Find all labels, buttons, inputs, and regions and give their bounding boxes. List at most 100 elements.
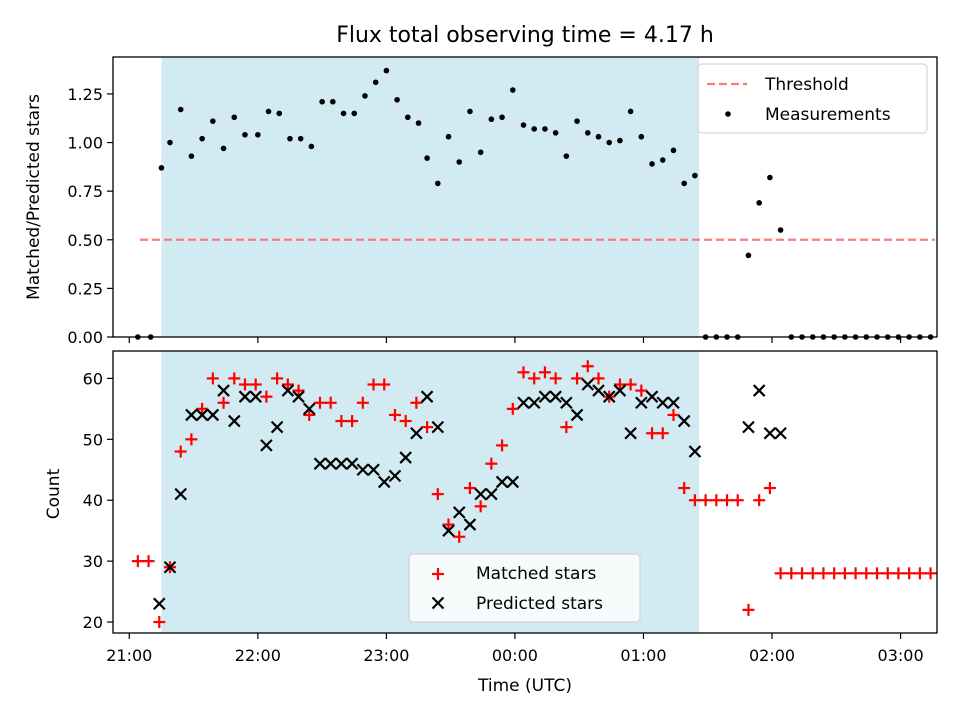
measurement-point	[330, 98, 336, 105]
predicted-star-point	[527, 396, 541, 410]
matched-star-point	[913, 567, 926, 580]
matched-star-point	[217, 396, 230, 409]
x-mark-b	[570, 408, 584, 422]
measurement-point	[649, 161, 655, 167]
matched-star-point	[796, 567, 809, 580]
matched-star-point	[549, 372, 562, 385]
predicted-star-point	[260, 439, 273, 452]
legend-box	[697, 63, 928, 134]
legend-box	[408, 553, 641, 623]
x-mark-b	[217, 384, 230, 397]
matched-star-point	[442, 518, 455, 531]
x-mark-b	[485, 487, 498, 501]
measurement-point	[276, 110, 283, 117]
x-axis-label: Time (UTC)	[477, 676, 572, 696]
y-tick-label: 50	[83, 430, 103, 449]
x-mark-b	[431, 420, 445, 434]
measurement-point	[745, 252, 752, 259]
legend-predicted-label: Predicted stars	[476, 594, 603, 614]
matched-star-point	[431, 488, 444, 501]
matched-star-point	[828, 567, 841, 580]
measurement-point	[210, 118, 216, 124]
matched-star-point	[528, 372, 541, 385]
legend-predicted-swatch-b	[431, 596, 445, 610]
measurement-point	[552, 130, 559, 136]
measurement-point	[777, 227, 784, 233]
x-mark-b	[399, 451, 412, 464]
x-mark-b	[410, 426, 423, 440]
x-mark-b	[549, 390, 562, 403]
x-mark-b	[313, 457, 327, 470]
matched-star-point	[142, 555, 155, 568]
predicted-star-point	[152, 597, 166, 611]
measurement-point	[531, 126, 538, 132]
measurement-point	[659, 157, 666, 163]
measurement-point	[199, 135, 205, 142]
x-mark-b	[527, 396, 541, 410]
x-mark-b	[602, 390, 616, 403]
x-tick-label: 03:00	[878, 646, 924, 665]
x-mark-b	[442, 524, 455, 537]
predicted-star-point	[613, 384, 627, 397]
predicted-star-point	[602, 390, 616, 403]
x-mark-b	[388, 469, 402, 483]
matched-star-point	[571, 372, 584, 385]
x-mark-b	[581, 378, 595, 391]
matched-star-point	[474, 500, 487, 513]
predicted-star-point	[752, 384, 766, 397]
measurement-point	[456, 159, 463, 165]
x-mark-b	[174, 487, 187, 501]
x-mark-b	[367, 463, 380, 477]
matched-star-point	[292, 384, 305, 397]
measurement-point	[692, 172, 698, 179]
predicted-star-point	[377, 475, 391, 489]
measurement-point	[167, 139, 173, 146]
matched-star-point	[688, 494, 701, 507]
legend-bottom: Matched stars Predicted stars	[408, 553, 641, 623]
predicted-star-point	[742, 420, 755, 434]
x-mark-b	[742, 420, 755, 434]
measurement-point	[265, 108, 272, 115]
measurement-point	[756, 200, 762, 206]
measurement-point	[574, 118, 580, 124]
matched-star-point	[153, 616, 166, 629]
x-mark-b	[227, 414, 241, 428]
predicted-star-point	[281, 384, 295, 397]
matched-star-point	[399, 415, 412, 428]
matched-star-point	[560, 421, 573, 434]
measurement-point	[542, 126, 548, 132]
matched-star-point	[174, 445, 187, 458]
x-mark-b	[452, 506, 466, 519]
matched-star-point	[335, 415, 348, 428]
predicted-star-point	[313, 457, 327, 470]
x-tick-label: 22:00	[235, 646, 281, 665]
predicted-star-point	[356, 463, 370, 477]
x-mark-b	[206, 408, 220, 422]
legend-measurement-label: Measurements	[765, 105, 891, 125]
predicted-star-point	[667, 396, 680, 410]
predicted-star-point	[560, 396, 573, 410]
matched-star-point	[453, 530, 466, 543]
matched-star-point	[806, 567, 819, 580]
predicted-star-point	[677, 414, 691, 428]
predicted-star-point	[185, 408, 198, 422]
matched-star-point	[281, 378, 294, 391]
x-tick-label: 02:00	[749, 646, 795, 665]
matched-star-point	[881, 567, 894, 580]
measurement-point	[445, 133, 452, 140]
predicted-star-point	[645, 390, 659, 403]
matched-star-point	[817, 567, 830, 580]
matched-star-point	[196, 402, 209, 415]
predicted-star-point	[206, 408, 220, 422]
measurement-point	[670, 147, 677, 154]
y-tick-label: 1.25	[67, 85, 103, 104]
predicted-star-point	[474, 487, 487, 501]
predicted-star-point	[420, 390, 434, 403]
predicted-star-point	[249, 390, 262, 403]
matched-star-point	[592, 372, 605, 385]
chart-title: Flux total observing time = 4.17 h	[336, 23, 714, 48]
matched-star-point	[538, 366, 551, 379]
measurement-point	[319, 98, 325, 105]
x-mark-b	[613, 384, 627, 397]
measurement-point	[424, 155, 430, 161]
